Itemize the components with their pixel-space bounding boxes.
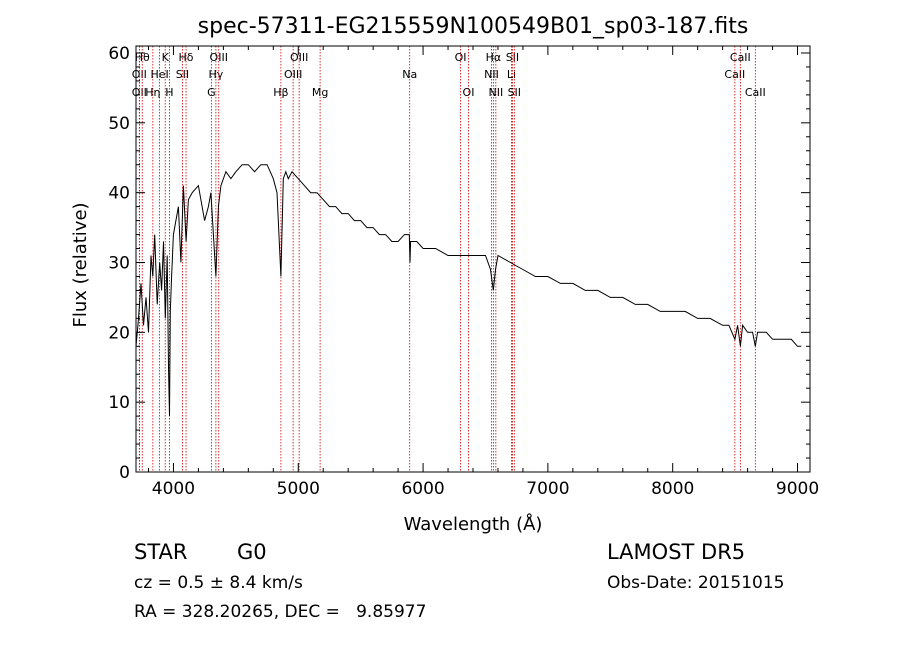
y-axis-label: Flux (relative): [70, 202, 91, 327]
line-label: HeI: [150, 68, 168, 81]
line-label: NII: [484, 68, 499, 81]
line-label: SII: [176, 68, 189, 81]
x-tick-label: 9000: [776, 479, 819, 499]
line-label: Li: [507, 68, 516, 81]
line-label: Na: [402, 68, 417, 81]
x-tick-label: 6000: [401, 479, 444, 499]
line-label: SII: [506, 51, 519, 64]
y-tick-label: 30: [108, 253, 130, 273]
x-tick-label: 7000: [526, 479, 569, 499]
line-label: Mg: [312, 86, 328, 99]
line-label: Hβ: [273, 86, 288, 99]
y-tick-label: 0: [119, 463, 130, 483]
line-label: Hγ: [208, 68, 223, 81]
line-label: OIII: [290, 51, 308, 64]
line-label: OI: [455, 51, 467, 64]
chart-title: spec-57311-EG215559N100549B01_sp03-187.f…: [198, 14, 749, 39]
x-tick-label: 8000: [651, 479, 694, 499]
line-label: NII: [488, 86, 503, 99]
object-subclass: G0: [237, 540, 267, 564]
x-tick-label: 4000: [152, 479, 195, 499]
line-label: CaII: [724, 68, 745, 81]
line-label: Hη: [145, 86, 160, 99]
spectrum-plot: [135, 164, 802, 417]
line-label: K: [162, 51, 170, 64]
line-label: CaII: [745, 86, 766, 99]
y-tick-label: 50: [108, 114, 130, 134]
line-label: Hα: [486, 51, 502, 64]
object-class: STAR: [134, 540, 188, 564]
line-label: SII: [508, 86, 521, 99]
y-tick-label: 10: [108, 393, 130, 413]
y-tick-label: 40: [108, 184, 130, 204]
y-tick-label: 20: [108, 323, 130, 343]
spectrum-series: [135, 164, 802, 417]
line-label: OI: [463, 86, 475, 99]
line-label: OIII: [284, 68, 302, 81]
x-axis-label: Wavelength (Å): [404, 513, 543, 535]
survey-name: LAMOST DR5: [607, 540, 746, 564]
x-tick-label: 5000: [277, 479, 320, 499]
line-label: Hδ: [179, 51, 194, 64]
line-label: G: [207, 86, 216, 99]
spectral-line-markers: OIIOIIHθHηHeIKHSIIHδHγGOIIIHβOIIIOIIIMgN…: [132, 46, 766, 472]
y-tick-label: 60: [108, 44, 130, 64]
line-label: OIII: [210, 51, 228, 64]
line-label: Hθ: [135, 51, 150, 64]
coordinates: RA = 328.20265, DEC = 9.85977: [134, 602, 427, 622]
observation-date: Obs-Date: 20151015: [607, 573, 785, 593]
line-label: H: [165, 86, 173, 99]
plot-frame: [135, 45, 811, 473]
line-label: CaII: [730, 51, 751, 64]
redshift-velocity: cz = 0.5 ± 8.4 km/s: [134, 573, 303, 593]
axes: 4000 5000 6000 7000 8000 9000 0 10 20 30 40 50 60: [108, 44, 819, 499]
